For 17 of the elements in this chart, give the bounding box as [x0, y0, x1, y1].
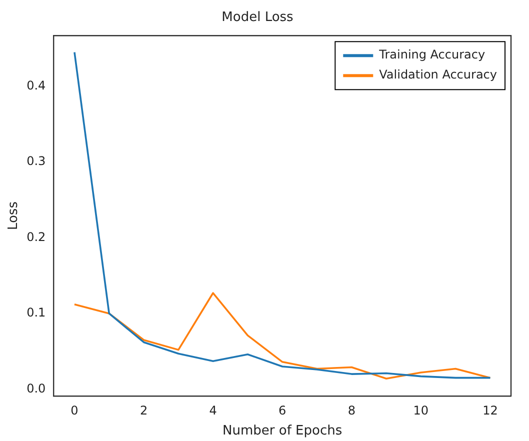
y-tick-label: 0.2 [26, 230, 46, 244]
x-tick-label: 6 [278, 403, 286, 418]
legend-label: Training Accuracy [378, 48, 486, 62]
y-axis-title: Loss [6, 201, 22, 230]
x-tick-label: 0 [70, 403, 78, 418]
y-tick-label: 0.3 [26, 154, 46, 168]
x-tick-label: 8 [348, 403, 356, 418]
y-tick-label: 0.1 [26, 306, 46, 320]
x-tick-label: 12 [482, 403, 498, 418]
x-tick-label: 2 [140, 403, 148, 418]
x-tick-label: 10 [413, 403, 429, 418]
x-axis-title: Number of Epochs [222, 424, 342, 439]
legend-label: Validation Accuracy [379, 68, 498, 82]
x-tick-label: 4 [209, 403, 217, 418]
y-tick-label: 0.4 [26, 78, 46, 92]
y-tick-label: 0.0 [26, 381, 46, 396]
chart-title: Model Loss [222, 10, 294, 26]
